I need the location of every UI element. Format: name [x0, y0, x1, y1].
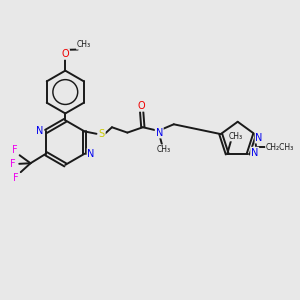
Text: CH₃: CH₃	[77, 40, 91, 49]
Text: O: O	[61, 49, 69, 59]
Text: F: F	[11, 159, 16, 169]
Text: CH₂CH₃: CH₂CH₃	[266, 143, 294, 152]
Text: S: S	[99, 129, 105, 139]
Text: N: N	[36, 125, 43, 136]
Text: CH₃: CH₃	[229, 132, 243, 141]
Text: CH₃: CH₃	[156, 145, 170, 154]
Text: N: N	[255, 133, 263, 143]
Text: N: N	[155, 128, 163, 138]
Text: F: F	[14, 173, 19, 183]
Text: N: N	[251, 148, 258, 158]
Text: N: N	[87, 149, 95, 159]
Text: O: O	[138, 101, 146, 111]
Text: F: F	[12, 145, 18, 155]
